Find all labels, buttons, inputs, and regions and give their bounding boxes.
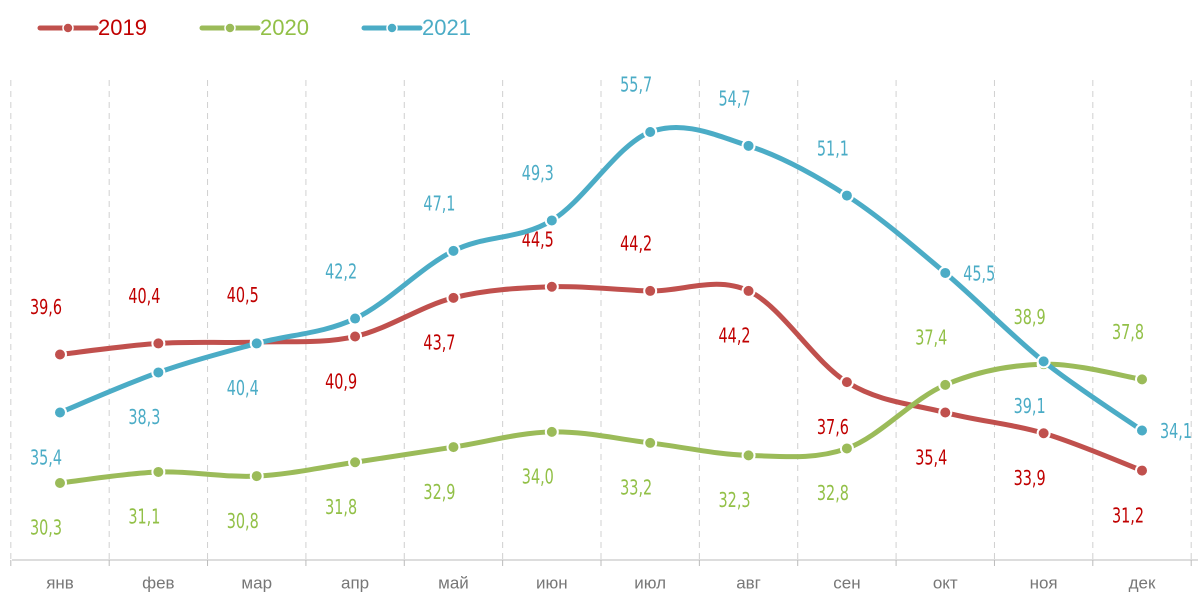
x-tick-label: ноя [1030,573,1058,592]
data-point [1135,463,1149,478]
data-label: 35,4 [915,447,947,470]
data-label: 42,2 [325,261,357,284]
data-point [1135,372,1149,387]
x-tick-label: янв [46,573,74,592]
data-label: 32,8 [817,483,849,506]
data-point [53,347,67,362]
x-tick-label: апр [341,573,369,592]
data-label: 40,4 [128,286,160,309]
data-label: 32,9 [423,482,455,505]
data-point [53,476,67,490]
data-point [249,336,264,351]
data-label: 31,8 [325,497,357,520]
data-point [151,365,166,380]
data-label: 38,9 [1014,307,1046,330]
data-point [446,440,461,455]
data-label: 44,2 [719,325,751,348]
data-label: 37,6 [817,417,849,440]
data-point [544,424,559,439]
data-point [643,435,658,450]
data-label: 39,6 [30,297,62,320]
data-point [741,138,756,153]
data-point [839,375,854,390]
legend-label: 2019 [98,15,147,40]
data-point [544,213,559,228]
data-label: 43,7 [423,332,455,355]
data-point [1135,423,1149,438]
data-point [151,464,166,479]
data-point [741,283,756,298]
data-point [348,455,363,470]
data-point [151,336,166,351]
data-label: 30,3 [30,518,62,541]
data-label: 45,5 [963,263,995,286]
x-tick-label: июл [634,573,666,592]
data-label: 51,1 [817,138,849,161]
data-label: 38,3 [128,407,160,430]
x-tick-label: мар [241,573,272,592]
data-label: 44,2 [620,233,652,256]
data-label: 40,5 [227,285,259,308]
data-label: 34,1 [1160,421,1192,444]
data-label: 40,4 [227,378,259,401]
x-tick-label: авг [736,573,761,592]
x-tick-label: сен [833,573,860,592]
data-label: 55,7 [620,75,652,98]
data-point [544,279,559,294]
x-tick-label: дек [1129,573,1156,592]
data-point [1036,426,1051,441]
data-point [249,469,264,484]
data-point [938,377,953,392]
data-point [643,283,658,298]
data-label: 47,1 [423,193,455,216]
data-point [741,448,756,463]
data-label: 37,4 [915,327,947,350]
data-label: 49,3 [522,163,554,186]
data-label: 33,2 [620,477,652,500]
x-tick-label: май [438,573,469,592]
data-point [446,290,461,305]
data-point [53,405,67,420]
data-point [938,405,953,420]
data-label: 35,4 [30,447,62,470]
x-tick-label: окт [933,573,958,592]
data-label: 32,3 [719,490,751,513]
data-label: 54,7 [719,88,751,111]
data-point [938,265,953,280]
data-label: 44,5 [522,229,554,252]
data-point [348,311,363,326]
legend-label: 2021 [422,15,471,40]
legend-marker [224,22,236,34]
x-tick-label: фев [142,573,174,592]
legend-marker [386,22,398,34]
legend-marker [62,22,74,34]
data-label: 34,0 [522,466,554,489]
data-point [839,188,854,203]
data-label: 30,8 [227,511,259,534]
data-point [348,329,363,344]
data-point [839,441,854,456]
data-label: 39,1 [1014,396,1046,419]
data-point [643,125,658,139]
data-label: 31,2 [1112,505,1144,528]
legend-label: 2020 [260,15,309,40]
data-point [1036,354,1051,369]
data-label: 33,9 [1014,468,1046,491]
data-label: 31,1 [128,506,160,529]
data-label: 37,8 [1112,322,1144,345]
data-point [446,243,461,258]
data-label: 40,9 [325,371,357,394]
x-tick-label: июн [536,573,568,592]
